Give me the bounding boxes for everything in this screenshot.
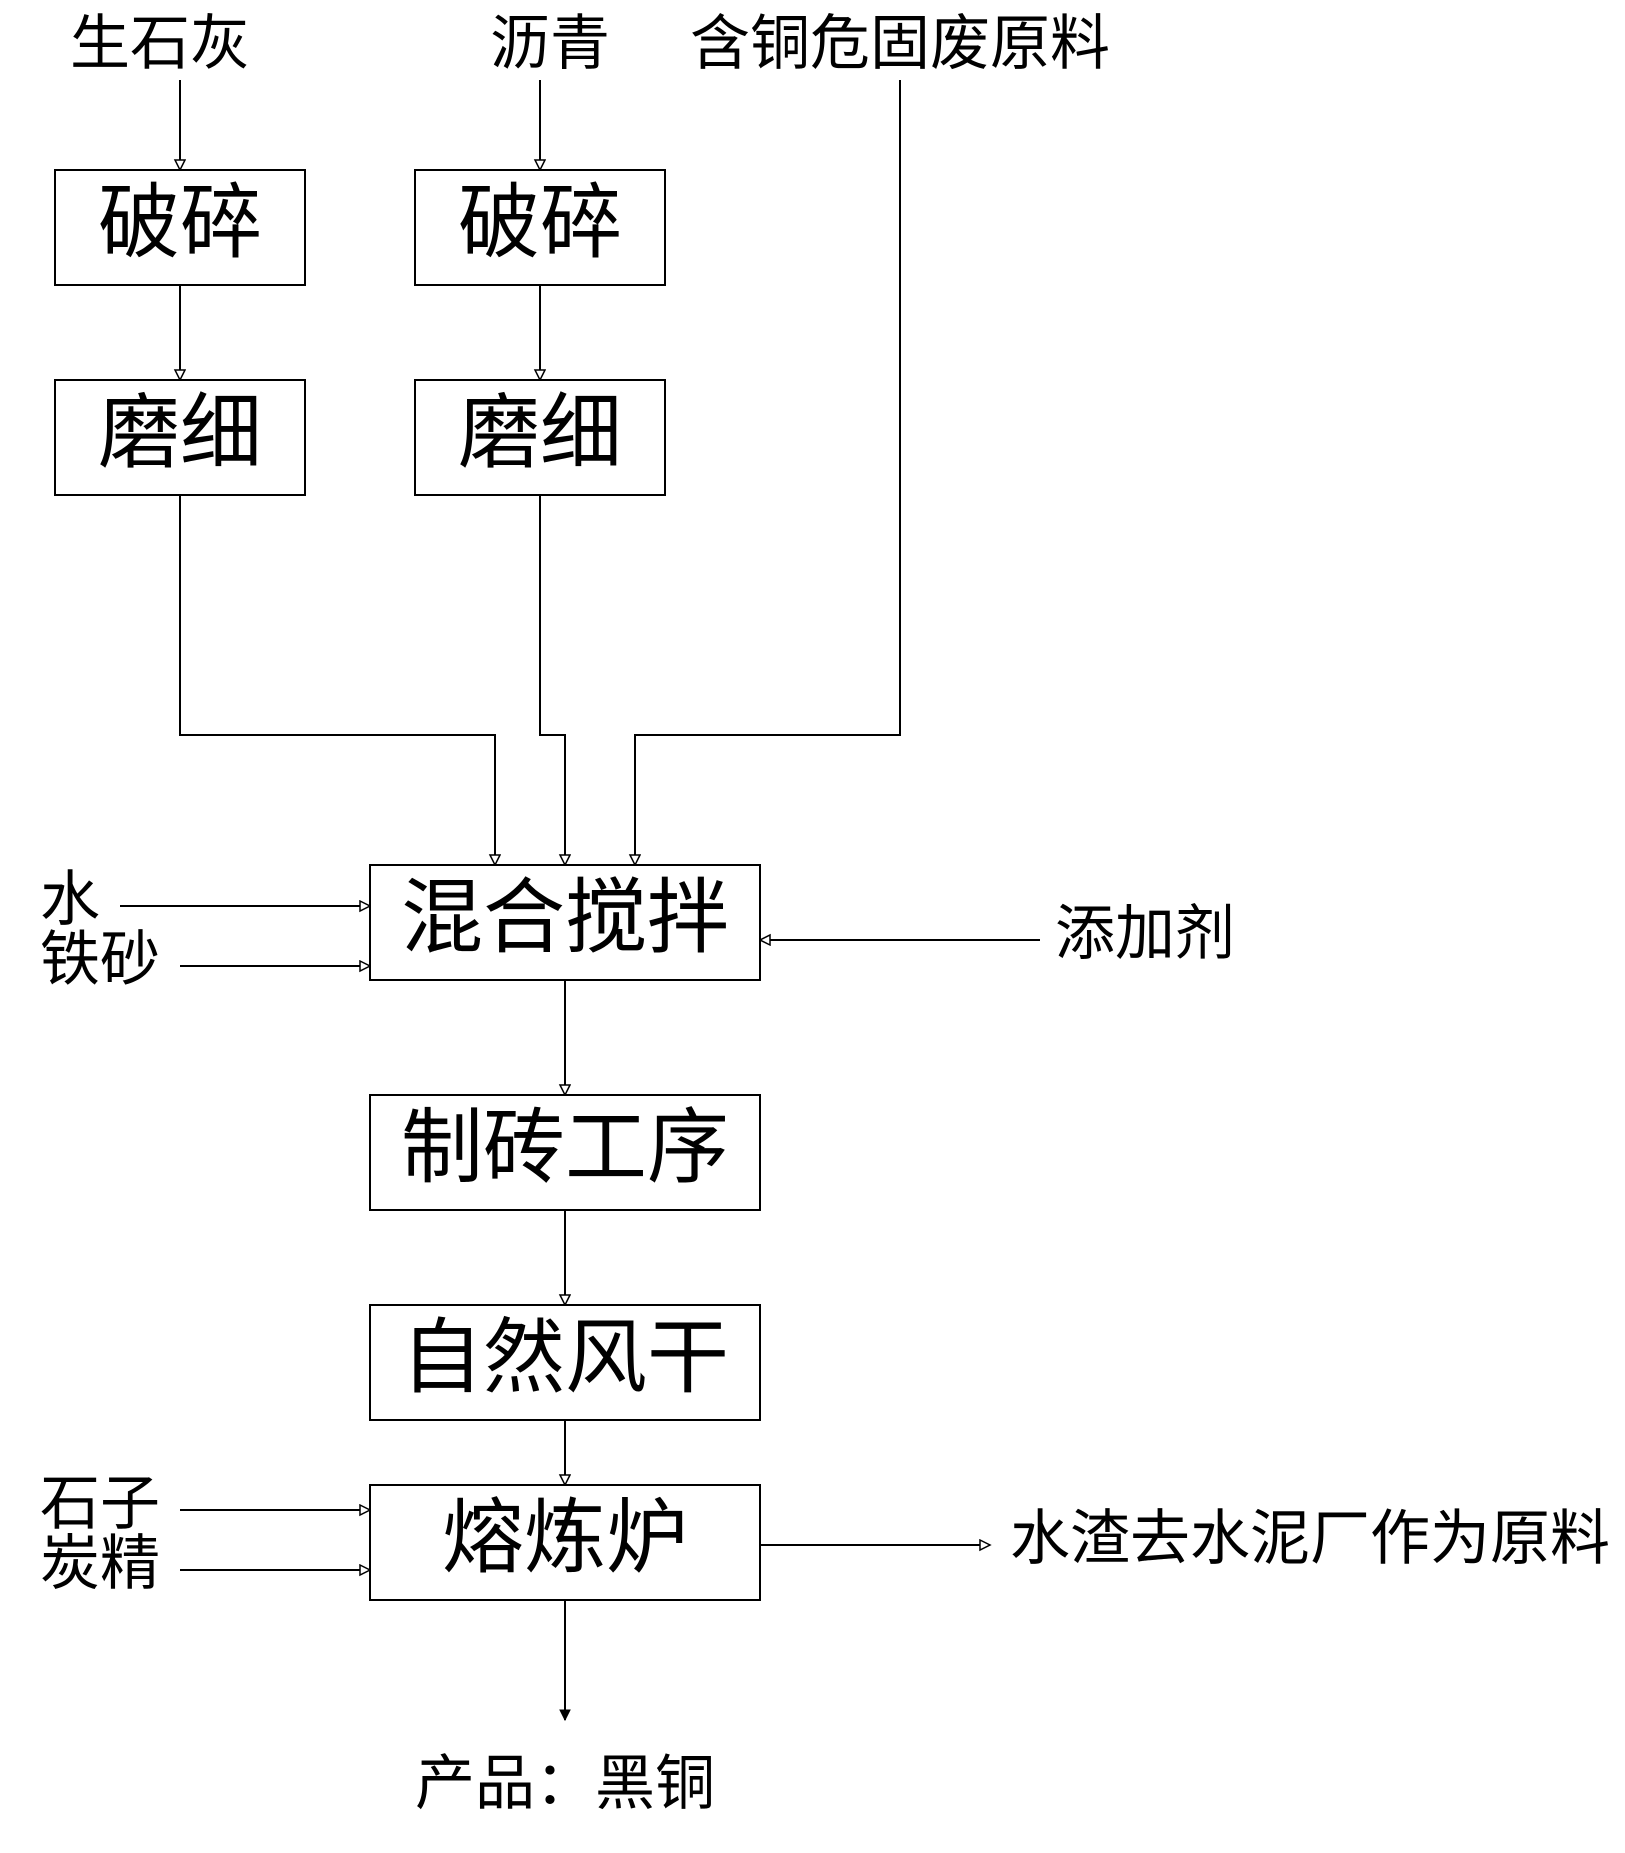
box-mix: 混合搅拌: [370, 865, 760, 980]
arrow-grind2-to-mix: [540, 495, 565, 865]
box-crush1-label: 破碎: [98, 177, 262, 268]
label-in_asphalt: 沥青: [490, 11, 610, 77]
box-grind1: 磨细: [55, 380, 305, 495]
box-mix-label: 混合搅拌: [401, 872, 729, 963]
box-brick-label: 制砖工序: [401, 1102, 729, 1193]
box-dry: 自然风干: [370, 1305, 760, 1420]
box-crush2: 破碎: [415, 170, 665, 285]
box-brick: 制砖工序: [370, 1095, 760, 1210]
arrow-grind1-to-mix: [180, 495, 495, 865]
box-furnace-label: 熔炼炉: [442, 1492, 688, 1583]
arrow-cuwaste-to-mix: [635, 80, 900, 865]
box-grind2: 磨细: [415, 380, 665, 495]
label-in_iron_sand: 铁砂: [40, 927, 160, 993]
box-crush1: 破碎: [55, 170, 305, 285]
label-in_additive: 添加剂: [1055, 901, 1235, 967]
box-crush2-label: 破碎: [458, 177, 622, 268]
box-grind2-label: 磨细: [458, 387, 622, 478]
box-grind1-label: 磨细: [98, 387, 262, 478]
box-furnace: 熔炼炉: [370, 1485, 760, 1600]
label-in_carbon: 炭精: [40, 1531, 160, 1597]
label-in_quicklime: 生石灰: [70, 11, 250, 77]
label-in_stone: 石子: [40, 1471, 160, 1537]
label-in_cu_waste: 含铜危固废原料: [690, 11, 1110, 77]
flowchart-canvas: 破碎 破碎磨细 磨细混合搅拌制砖工序自然风干熔炼炉 生石灰 沥青 含铜危固废原料水铁砂 添加…: [0, 0, 1625, 1853]
box-dry-label: 自然风干: [401, 1312, 729, 1403]
label-out_product: 产品：黑铜: [415, 1751, 715, 1817]
label-out_slag: 水渣去水泥厂作为原料: [1010, 1506, 1610, 1572]
label-in_water: 水: [40, 867, 100, 933]
